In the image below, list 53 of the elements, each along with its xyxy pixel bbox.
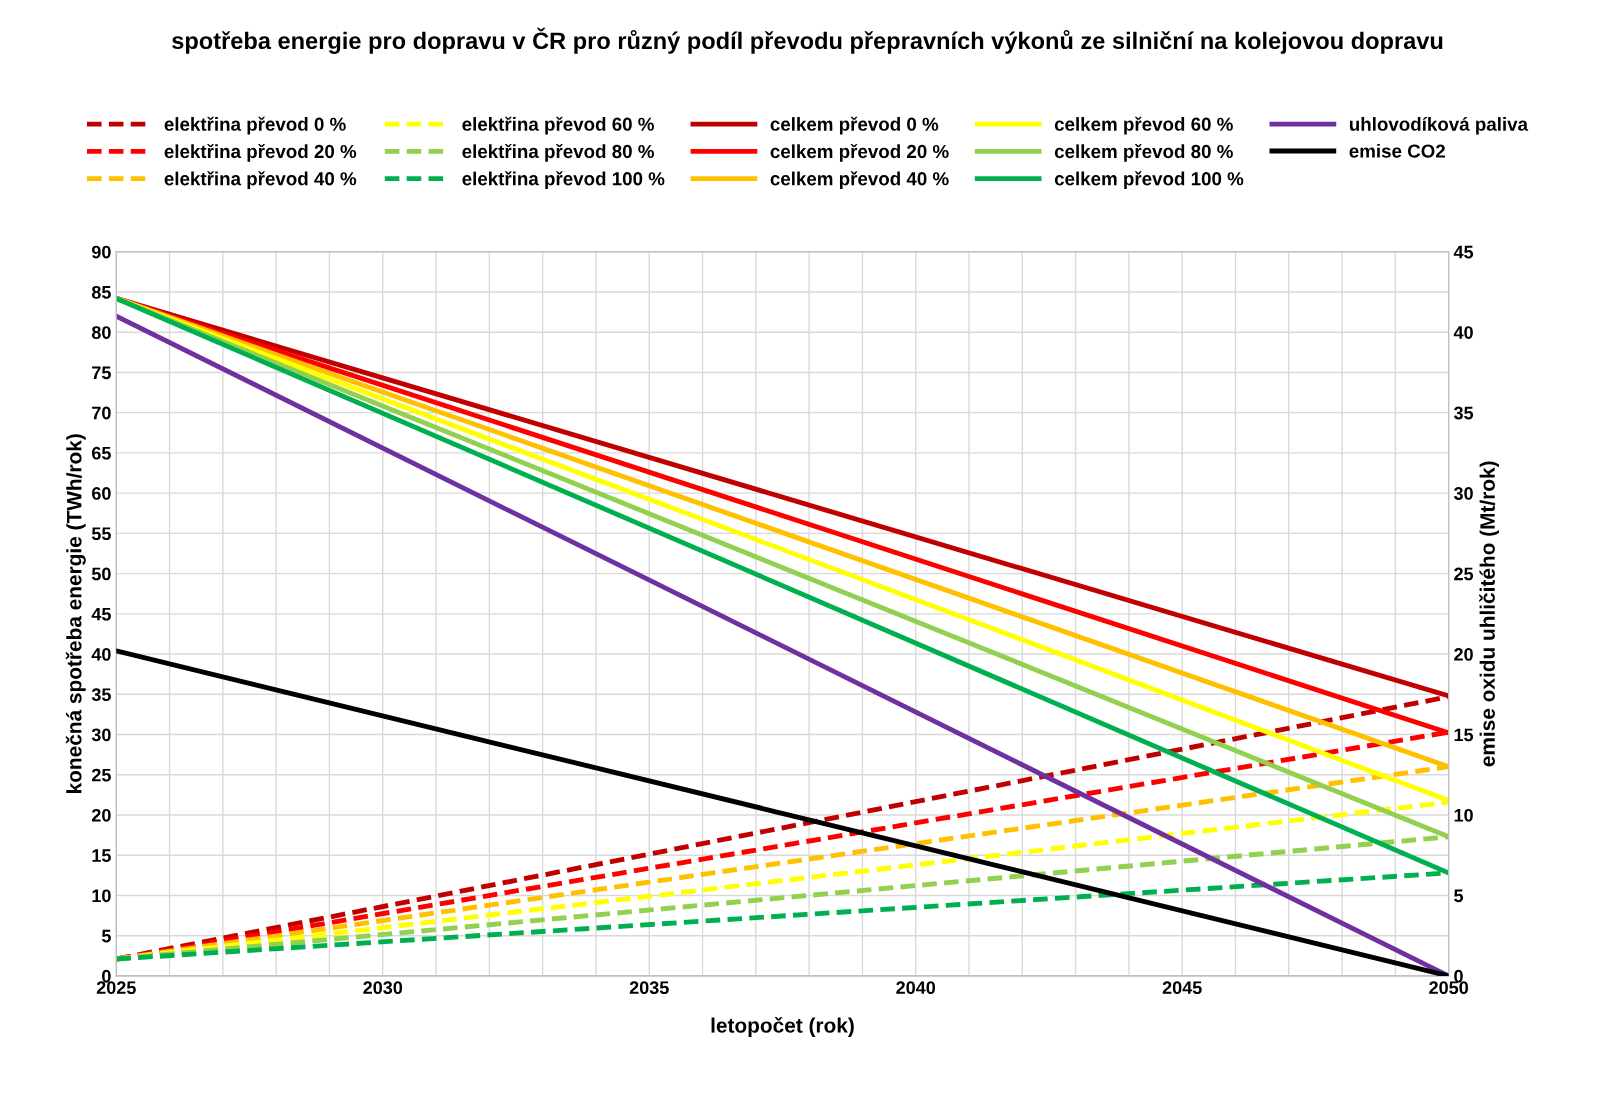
y2-tick-label: 45 — [1453, 245, 1474, 259]
y2-tick-label: 10 — [1454, 808, 1473, 822]
y2-tick-label: 40 — [1453, 326, 1473, 339]
x-tick-label: 2035 — [629, 981, 669, 995]
legend-label: celkem převod 60 % — [1054, 116, 1233, 135]
y2-tick-label: 30 — [1453, 487, 1473, 500]
legend-label: celkem převod 0 % — [770, 116, 939, 135]
y2-tick-label: 25 — [1454, 567, 1474, 581]
y2-tick-label: 0 — [1454, 969, 1463, 983]
y-tick-label: 70 — [92, 406, 111, 420]
y-axis-title: konečná spotřeba energie (TWh/rok) — [65, 434, 86, 793]
y-tick-label: 20 — [91, 808, 111, 822]
y-tick-label: 35 — [91, 688, 111, 702]
x-tick-label: 2025 — [96, 981, 136, 995]
y2-tick-label: 20 — [1454, 648, 1473, 661]
y2-axis-title: emise oxidu uhličitého (Mt/rok) — [1479, 461, 1500, 767]
y-tick-label: 15 — [92, 849, 111, 862]
x-tick-label: 2030 — [363, 981, 403, 995]
legend-label: celkem převod 100 % — [1054, 171, 1244, 190]
x-tick-label: 2050 — [1429, 981, 1468, 995]
x-tick-label: 2040 — [896, 981, 936, 995]
y-tick-label: 50 — [91, 567, 111, 581]
chart-title: spotřeba energie pro dopravu v ČR pro různý podíl převodu přepravních výkonů ze silniční na kolejovou dopravu — [172, 27, 1443, 54]
y-tick-label: 75 — [92, 366, 111, 380]
y-tick-label: 25 — [91, 768, 111, 782]
y-tick-label: 80 — [91, 326, 111, 339]
y-tick-label: 10 — [92, 889, 111, 903]
legend-label: elektřina převod 20 % — [164, 143, 357, 162]
legend-label: celkem převod 40 % — [770, 171, 949, 190]
y-tick-label: 0 — [102, 969, 111, 983]
legend-label: elektřina převod 0 % — [164, 116, 346, 135]
legend-label: emise CO2 — [1349, 143, 1445, 158]
legend-label: elektřina převod 40 % — [164, 171, 357, 190]
legend-label: elektřina převod 60 % — [462, 116, 654, 135]
legend-label: celkem převod 20 % — [770, 143, 949, 162]
y-tick-label: 65 — [92, 446, 111, 460]
legend-label: elektřina převod 100 % — [462, 171, 665, 190]
x-tick-label: 2045 — [1162, 981, 1202, 995]
y-tick-label: 90 — [91, 245, 111, 259]
y-tick-label: 45 — [91, 607, 111, 621]
y2-tick-label: 35 — [1453, 406, 1474, 420]
y2-tick-label: 5 — [1454, 889, 1464, 903]
legend-label: celkem převod 80 % — [1054, 143, 1233, 162]
y-tick-label: 5 — [101, 929, 111, 943]
y-tick-label: 85 — [91, 285, 111, 299]
legend-label: uhlovodíková paliva — [1349, 116, 1529, 135]
x-axis-title: letopočet (rok) — [711, 1017, 854, 1037]
y-tick-label: 60 — [92, 487, 111, 500]
y-tick-label: 55 — [91, 527, 111, 541]
legend-label: elektřina převod 80 % — [462, 143, 654, 162]
y2-tick-label: 15 — [1454, 728, 1474, 742]
y-tick-label: 30 — [91, 728, 111, 742]
y-tick-label: 40 — [91, 648, 111, 661]
